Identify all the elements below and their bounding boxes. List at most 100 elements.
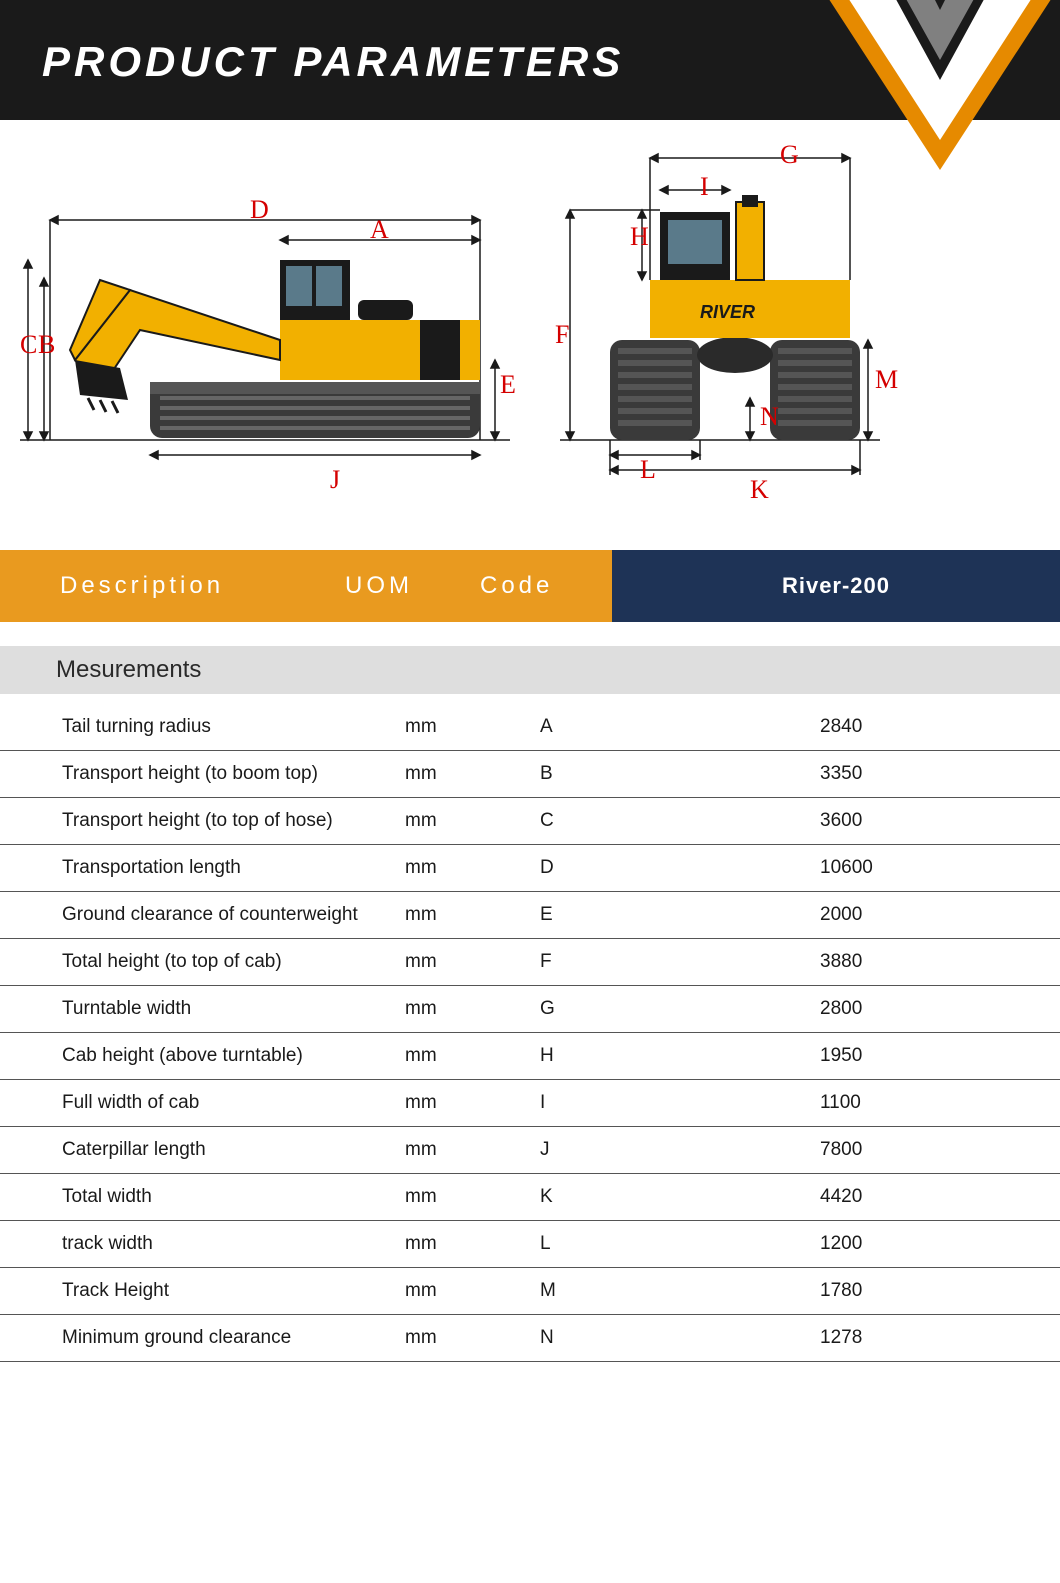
cell-uom: mm <box>405 1174 540 1221</box>
cell-code: M <box>540 1268 730 1315</box>
table-row: Ground clearance of counterweightmmE2000 <box>0 892 1060 939</box>
table-row: Total height (to top of cab)mmF3880 <box>0 939 1060 986</box>
table-row: Track HeightmmM1780 <box>0 1268 1060 1315</box>
dim-label-m: M <box>875 365 898 395</box>
cell-code: A <box>540 694 730 751</box>
cell-code: F <box>540 939 730 986</box>
table-row: Transportation lengthmmD10600 <box>0 845 1060 892</box>
table-row: track widthmmL1200 <box>0 1221 1060 1268</box>
brand-text-front: RIVER <box>700 302 755 322</box>
cell-uom: mm <box>405 986 540 1033</box>
cell-code: I <box>540 1080 730 1127</box>
cell-description: Transport height (to top of hose) <box>0 798 405 845</box>
cell-code: B <box>540 751 730 798</box>
table-header: Description UOM Code River-200 <box>0 550 1060 622</box>
cell-description: Full width of cab <box>0 1080 405 1127</box>
cell-value: 1950 <box>730 1033 1060 1080</box>
dim-label-c: C <box>20 330 37 360</box>
cell-code: J <box>540 1127 730 1174</box>
header-description: Description <box>0 572 345 600</box>
cell-uom: mm <box>405 1221 540 1268</box>
cell-code: G <box>540 986 730 1033</box>
cell-uom: mm <box>405 1080 540 1127</box>
excavator-front-view: RIVER <box>550 140 990 510</box>
cell-code: K <box>540 1174 730 1221</box>
dim-label-n: N <box>760 402 779 432</box>
cell-value: 3880 <box>730 939 1060 986</box>
cell-code: C <box>540 798 730 845</box>
cell-description: Total height (to top of cab) <box>0 939 405 986</box>
cell-value: 4420 <box>730 1174 1060 1221</box>
cell-description: Turntable width <box>0 986 405 1033</box>
diagram-area: RIVER <box>0 120 1060 550</box>
header-model: River-200 <box>612 550 1060 622</box>
cell-value: 1780 <box>730 1268 1060 1315</box>
table-row: Full width of cabmmI1100 <box>0 1080 1060 1127</box>
brand-text-side: RIVER <box>190 359 234 375</box>
table-row: Transport height (to top of hose)mmC3600 <box>0 798 1060 845</box>
cell-value: 1200 <box>730 1221 1060 1268</box>
cell-code: D <box>540 845 730 892</box>
table-row: Minimum ground clearancemmN1278 <box>0 1315 1060 1362</box>
cell-description: track width <box>0 1221 405 1268</box>
spec-table: Tail turning radiusmmA2840Transport heig… <box>0 694 1060 1362</box>
cell-code: E <box>540 892 730 939</box>
dim-label-e: E <box>500 370 516 400</box>
cell-uom: mm <box>405 1033 540 1080</box>
cell-uom: mm <box>405 939 540 986</box>
cell-description: Transportation length <box>0 845 405 892</box>
cell-uom: mm <box>405 694 540 751</box>
cell-code: N <box>540 1315 730 1362</box>
dim-label-d: D <box>250 195 269 225</box>
cell-description: Track Height <box>0 1268 405 1315</box>
cell-value: 3350 <box>730 751 1060 798</box>
cell-description: Caterpillar length <box>0 1127 405 1174</box>
table-row: Cab height (above turntable)mmH1950 <box>0 1033 1060 1080</box>
cell-value: 2840 <box>730 694 1060 751</box>
cell-description: Transport height (to boom top) <box>0 751 405 798</box>
table-row: Turntable widthmmG2800 <box>0 986 1060 1033</box>
header-banner: PRODUCT PARAMETERS <box>0 0 1060 120</box>
cell-description: Ground clearance of counterweight <box>0 892 405 939</box>
table-row: Transport height (to boom top)mmB3350 <box>0 751 1060 798</box>
cell-value: 2000 <box>730 892 1060 939</box>
cell-description: Tail turning radius <box>0 694 405 751</box>
table-row: Tail turning radiusmmA2840 <box>0 694 1060 751</box>
dim-label-i: I <box>700 172 709 202</box>
cell-description: Cab height (above turntable) <box>0 1033 405 1080</box>
cell-code: L <box>540 1221 730 1268</box>
cell-uom: mm <box>405 798 540 845</box>
dim-label-a: A <box>370 215 389 245</box>
cell-value: 7800 <box>730 1127 1060 1174</box>
dim-label-h: H <box>630 222 649 252</box>
dim-label-g: G <box>780 140 799 170</box>
dim-label-j: J <box>330 465 340 495</box>
cell-uom: mm <box>405 845 540 892</box>
header-code: Code <box>480 572 612 600</box>
dim-label-k: K <box>750 475 769 505</box>
cell-value: 10600 <box>730 845 1060 892</box>
cell-value: 1100 <box>730 1080 1060 1127</box>
table-header-left: Description UOM Code <box>0 550 612 622</box>
cell-description: Total width <box>0 1174 405 1221</box>
cell-uom: mm <box>405 892 540 939</box>
section-measurements: Mesurements <box>0 646 1060 694</box>
excavator-side-view: RIVER <box>20 160 540 500</box>
cell-uom: mm <box>405 1315 540 1362</box>
cell-value: 3600 <box>730 798 1060 845</box>
cell-description: Minimum ground clearance <box>0 1315 405 1362</box>
cell-value: 2800 <box>730 986 1060 1033</box>
cell-uom: mm <box>405 751 540 798</box>
cell-value: 1278 <box>730 1315 1060 1362</box>
cell-uom: mm <box>405 1268 540 1315</box>
cell-code: H <box>540 1033 730 1080</box>
cell-uom: mm <box>405 1127 540 1174</box>
header-uom: UOM <box>345 572 480 600</box>
page-title: PRODUCT PARAMETERS <box>42 38 624 86</box>
dim-label-b: B <box>38 330 55 360</box>
page: PRODUCT PARAMETERS <box>0 0 1060 1362</box>
dim-label-l: L <box>640 455 656 485</box>
table-row: Total widthmmK4420 <box>0 1174 1060 1221</box>
table-row: Caterpillar lengthmmJ7800 <box>0 1127 1060 1174</box>
dim-label-f: F <box>555 320 569 350</box>
